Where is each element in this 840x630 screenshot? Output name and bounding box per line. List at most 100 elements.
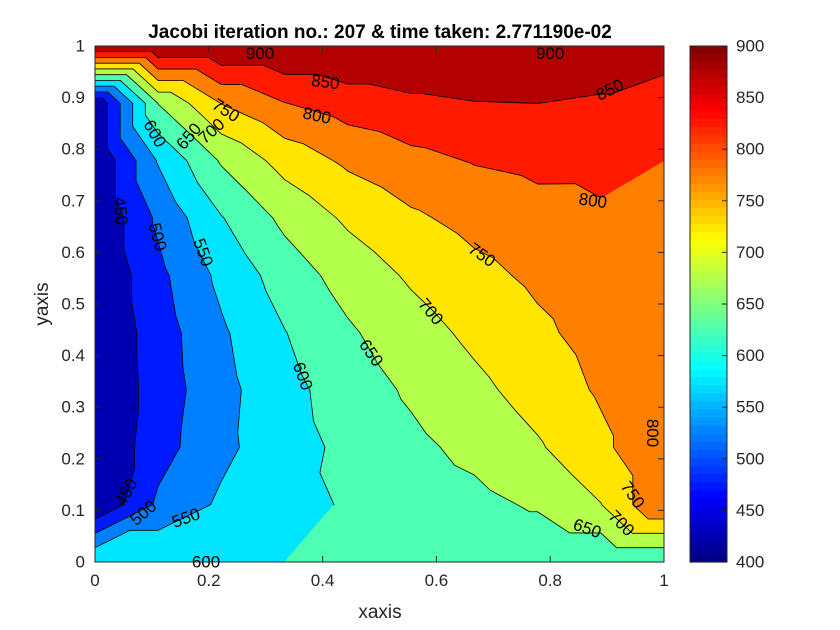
x-tick-label: 0.6 xyxy=(425,571,449,590)
contour-label: 850 xyxy=(310,71,340,93)
colorbar-band xyxy=(690,368,727,378)
colorbar-band xyxy=(690,505,727,515)
colorbar-band xyxy=(690,271,727,281)
colorbar-band xyxy=(690,449,727,458)
colorbar-band xyxy=(690,158,727,168)
contour-fills xyxy=(95,46,664,562)
colorbar: 400 450 500 550 600 650 700 750 800 850 900 xyxy=(689,37,764,572)
colorbar-band xyxy=(690,384,727,394)
colorbar-band xyxy=(690,312,727,321)
colorbar-band xyxy=(690,94,727,104)
y-tick-label: 0.3 xyxy=(61,398,85,417)
colorbar-band xyxy=(690,295,727,305)
contour-label-group: 850 xyxy=(310,71,340,93)
colorbar-band xyxy=(690,215,727,224)
contour-line xyxy=(95,57,602,199)
colorbar-band xyxy=(690,223,727,233)
contour-label-group: 900 xyxy=(246,44,274,63)
colorbar-band xyxy=(690,247,727,257)
contour-line xyxy=(95,62,664,520)
x-tick-label: 0 xyxy=(90,571,99,590)
colorbar-ticks: 400 450 500 550 600 650 700 750 800 850 900 xyxy=(722,37,764,572)
contour-lines xyxy=(95,51,664,549)
colorbar-band xyxy=(690,62,727,71)
colorbar-band xyxy=(690,110,727,120)
colorbar-band xyxy=(690,545,727,555)
colorbar-band xyxy=(690,457,727,466)
colorbar-band xyxy=(690,537,727,547)
colorbar-band xyxy=(690,473,727,482)
contour-label-group: 900 xyxy=(536,44,564,63)
colorbar-tick-label: 900 xyxy=(736,37,764,56)
colorbar-band xyxy=(690,400,727,410)
colorbar-tick-label: 400 xyxy=(736,553,764,572)
colorbar-tick-label: 750 xyxy=(736,191,764,210)
y-tick-label: 0.5 xyxy=(61,295,85,314)
colorbar-tick-label: 650 xyxy=(736,295,764,314)
contour-label-group: 800 xyxy=(578,189,609,212)
colorbar-tick-label: 500 xyxy=(736,449,764,468)
colorbar-band xyxy=(690,344,727,353)
colorbar-band xyxy=(690,175,727,184)
y-axis-ticks: 0 0.1 0.2 0.3 0.4 0.5 0.6 0.7 0.8 0.9 1 xyxy=(61,37,664,572)
colorbar-band xyxy=(690,441,727,450)
colorbar-band xyxy=(690,255,727,265)
contour-label: 450 xyxy=(110,196,131,226)
colorbar-band xyxy=(690,408,727,418)
y-tick-label: 0.4 xyxy=(61,346,85,365)
contour-label-group: 800 xyxy=(643,419,662,447)
colorbar-band xyxy=(690,199,727,208)
contour-line xyxy=(95,80,335,506)
colorbar-band xyxy=(690,46,727,55)
colorbar-band xyxy=(690,86,727,95)
colorbar-tick-label: 800 xyxy=(736,140,764,159)
x-axis-ticks: 0 0.2 0.4 0.6 0.8 1 xyxy=(90,46,669,590)
colorbar-band xyxy=(690,416,727,426)
x-tick-label: 1 xyxy=(659,571,668,590)
y-axis-label: yaxis xyxy=(32,282,53,325)
colorbar-band xyxy=(690,126,727,136)
colorbar-band xyxy=(690,183,727,192)
colorbar-tick-label: 550 xyxy=(736,398,764,417)
contour-line xyxy=(95,97,140,520)
x-tick-label: 0.4 xyxy=(311,571,335,590)
colorbar-band xyxy=(690,150,727,160)
contour-line xyxy=(95,68,664,534)
contour-line xyxy=(95,91,187,534)
y-tick-label: 0.9 xyxy=(61,88,85,107)
contour-line xyxy=(95,74,664,549)
contour-line xyxy=(95,51,664,104)
colorbar-band xyxy=(690,376,727,386)
contour-label: 900 xyxy=(246,44,274,63)
y-tick-label: 0.2 xyxy=(61,449,85,468)
colorbar-band xyxy=(690,231,727,241)
colorbar-band xyxy=(690,320,727,329)
colorbar-tick-label: 450 xyxy=(736,501,764,520)
colorbar-band xyxy=(690,304,727,313)
colorbar-band xyxy=(690,529,727,539)
y-tick-label: 0.6 xyxy=(61,243,85,262)
colorbar-band xyxy=(690,118,727,128)
colorbar-band xyxy=(690,207,727,216)
contour-line xyxy=(95,85,242,549)
colorbar-band xyxy=(690,497,727,507)
contour-label: 800 xyxy=(643,419,662,447)
colorbar-band xyxy=(690,352,727,362)
chart-title: Jacobi iteration no.: 207 & time taken: … xyxy=(148,22,612,43)
x-tick-label: 0.2 xyxy=(197,571,221,590)
colorbar-band xyxy=(690,134,727,144)
colorbar-band xyxy=(690,433,727,442)
colorbar-band xyxy=(690,102,727,112)
y-tick-label: 0.1 xyxy=(61,501,85,520)
colorbar-band xyxy=(690,336,727,345)
colorbar-tick-label: 600 xyxy=(736,346,764,365)
colorbar-band xyxy=(690,328,727,337)
colorbar-band xyxy=(690,521,727,531)
colorbar-tick-label: 850 xyxy=(736,88,764,107)
colorbar-band xyxy=(690,424,727,434)
colorbar-band xyxy=(690,489,727,499)
x-axis-label: xaxis xyxy=(358,602,401,623)
y-tick-label: 0 xyxy=(76,553,85,572)
